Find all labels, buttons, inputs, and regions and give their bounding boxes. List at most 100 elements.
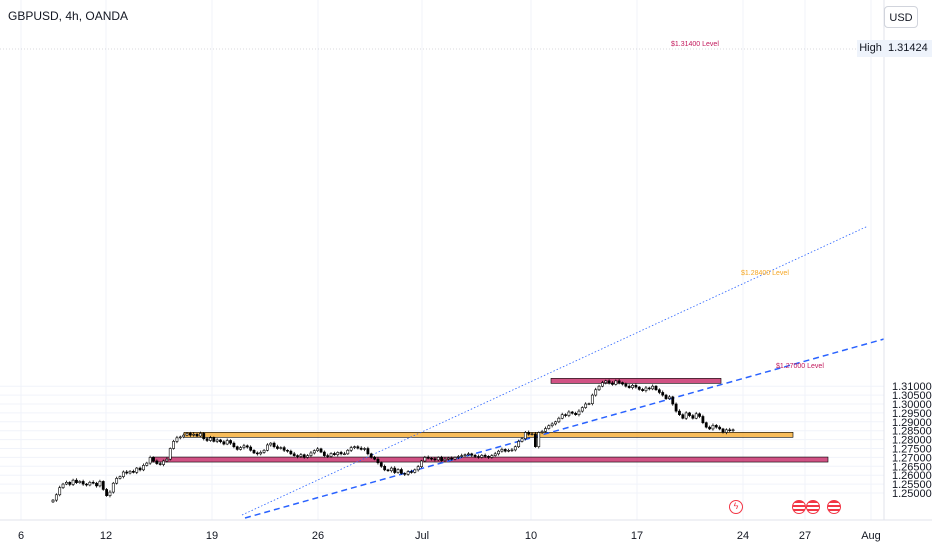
- candle-body: [111, 482, 115, 493]
- candle-body: [684, 412, 688, 419]
- candle-body: [641, 389, 645, 391]
- candle-body: [537, 432, 541, 448]
- candle-body: [634, 385, 638, 388]
- us-flag-event-icon[interactable]: [806, 500, 820, 514]
- candle-body: [483, 454, 487, 457]
- candle-body: [78, 481, 82, 483]
- candle-body: [51, 499, 55, 503]
- candle-body: [554, 421, 557, 425]
- candle-body: [242, 445, 246, 448]
- candle-body: [403, 473, 407, 475]
- candle-body: [302, 454, 306, 458]
- candle-body: [604, 380, 608, 383]
- candle-body: [450, 457, 454, 460]
- candle-body: [671, 396, 675, 405]
- trendline-dotted[interactable]: [241, 225, 869, 516]
- price-tick-label: 1.29500: [892, 408, 932, 420]
- lightning-event-icon[interactable]: ϟ: [729, 500, 743, 514]
- candle-body: [678, 410, 681, 415]
- candle-body: [155, 460, 159, 464]
- candle-body: [711, 425, 715, 430]
- candle-body: [115, 478, 119, 484]
- candle-body: [406, 471, 410, 475]
- candle-body: [517, 441, 521, 448]
- candle-body: [185, 433, 189, 436]
- candle-body: [188, 433, 192, 436]
- time-tick-label: 6: [18, 530, 24, 542]
- candle-body: [453, 457, 457, 460]
- level-label: $1.31400 Level: [671, 41, 719, 48]
- candle-body: [148, 457, 152, 464]
- candle-body: [704, 422, 708, 428]
- candle-body: [399, 469, 403, 474]
- candle-body: [192, 433, 196, 436]
- candle-body: [410, 471, 413, 473]
- candle-body: [420, 460, 423, 467]
- candle-body: [316, 448, 320, 451]
- candle-body: [590, 394, 594, 404]
- candle-body: [456, 456, 460, 458]
- candle-body: [393, 467, 397, 473]
- candle-body: [118, 476, 122, 479]
- price-tick-label: 1.30000: [892, 399, 932, 411]
- candle-body: [614, 380, 618, 385]
- candle-body: [657, 389, 661, 393]
- candle-body: [138, 467, 142, 471]
- candle-body: [235, 446, 239, 450]
- candle-body: [212, 437, 216, 442]
- candle-body: [312, 450, 316, 454]
- candle-body: [178, 436, 182, 439]
- candle-body: [621, 382, 624, 385]
- candle-body: [101, 481, 105, 490]
- trendlines[interactable]: [241, 225, 885, 519]
- candle-body: [205, 438, 209, 441]
- candle-body: [694, 413, 698, 419]
- candle-body: [209, 437, 212, 441]
- price-tick-label: 1.26500: [892, 461, 932, 473]
- time-axis[interactable]: 6 12 19 26 Jul 10 17 24 27 Aug: [18, 530, 881, 542]
- candle-body: [108, 491, 112, 496]
- level-zones[interactable]: [151, 378, 829, 463]
- candle-body: [416, 466, 420, 471]
- candle-body: [65, 482, 68, 485]
- candle-body: [550, 423, 554, 427]
- candle-body: [731, 429, 735, 431]
- candle-body: [262, 449, 266, 453]
- candle-body: [440, 457, 444, 461]
- trendline-dashed[interactable]: [244, 338, 885, 519]
- us-flag-event-icon[interactable]: [792, 500, 806, 514]
- time-tick-label: Jul: [415, 530, 429, 542]
- candle-body: [383, 465, 387, 471]
- price-axis[interactable]: 1.250001.255001.260001.265001.270001.275…: [892, 381, 932, 500]
- candlestick-series: [51, 379, 735, 503]
- candle-body: [594, 389, 598, 396]
- level-labels: $1.31400 Level $1.28400 Level $1.27000 Lev…: [671, 41, 824, 370]
- candle-body: [600, 382, 604, 387]
- time-tick-label: 24: [737, 530, 749, 542]
- candle-body: [222, 441, 226, 445]
- price-tick-label: 1.31000: [892, 381, 932, 393]
- candle-body: [379, 462, 383, 467]
- candle-body: [279, 447, 283, 449]
- price-tick-label: 1.25000: [892, 488, 932, 500]
- candle-body: [132, 470, 135, 473]
- candle-body: [225, 440, 229, 445]
- candle-body: [497, 450, 500, 455]
- candle-body: [142, 465, 145, 471]
- candle-body: [651, 385, 655, 390]
- level-label: $1.27000 Level: [776, 363, 824, 370]
- candle-body: [376, 458, 380, 464]
- candle-body: [681, 414, 685, 419]
- price-tick-label: 1.26000: [892, 470, 932, 482]
- candle-body: [533, 433, 537, 448]
- us-flag-event-icon[interactable]: [827, 500, 841, 514]
- candle-body: [413, 469, 417, 473]
- candle-body: [329, 453, 333, 457]
- candle-body: [98, 481, 102, 487]
- currency-button[interactable]: USD: [884, 6, 918, 28]
- candle-body: [319, 448, 323, 453]
- symbol-title: GBPUSD, 4h, OANDA: [8, 9, 129, 23]
- candle-body: [125, 471, 129, 474]
- candle-body: [644, 387, 648, 391]
